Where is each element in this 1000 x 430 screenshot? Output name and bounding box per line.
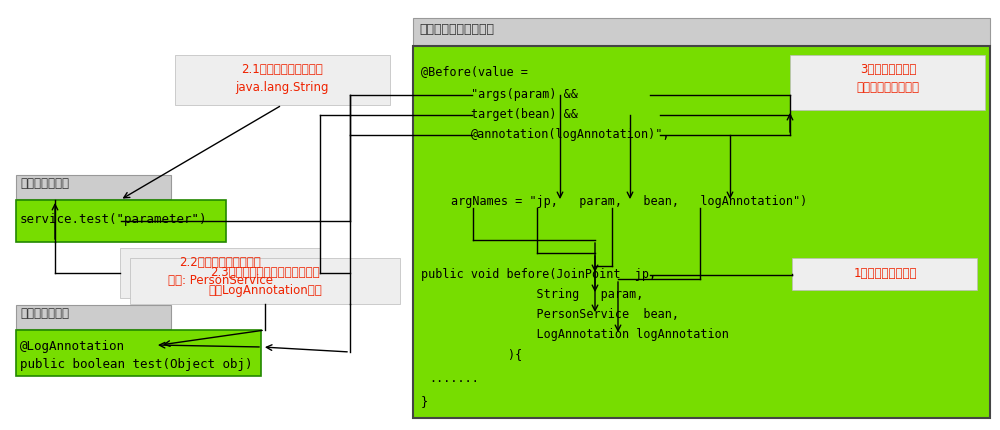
Text: }: } xyxy=(421,395,428,408)
Bar xyxy=(16,330,261,376)
Text: @LogAnnotation: @LogAnnotation xyxy=(20,340,125,353)
Text: 持有LogAnnotation注解: 持有LogAnnotation注解 xyxy=(208,284,322,297)
Text: PersonService  bean,: PersonService bean, xyxy=(451,308,679,321)
Text: @Before(value =: @Before(value = xyxy=(421,65,528,78)
Text: .......: ....... xyxy=(429,372,479,385)
Bar xyxy=(413,18,990,46)
Bar xyxy=(16,305,171,329)
Bar xyxy=(16,200,226,242)
Text: 3、将匹配的参数: 3、将匹配的参数 xyxy=(860,63,916,76)
Text: argNames = "jp,   param,   bean,   logAnnotation"): argNames = "jp, param, bean, logAnnotati… xyxy=(451,195,807,208)
Text: LogAnnotation logAnnotation: LogAnnotation logAnnotation xyxy=(451,328,729,341)
Text: 被通知方法调用: 被通知方法调用 xyxy=(20,177,69,190)
Text: 2.3、运行时匹配目标执行的方法: 2.3、运行时匹配目标执行的方法 xyxy=(210,266,320,279)
Text: public void before(JoinPoint  jp,: public void before(JoinPoint jp, xyxy=(421,268,656,281)
Text: 传递给同名通知方法: 传递给同名通知方法 xyxy=(856,81,920,94)
Text: String   param,: String param, xyxy=(451,288,643,301)
Text: java.lang.String: java.lang.String xyxy=(235,81,329,94)
Text: 1、确定方法参数名: 1、确定方法参数名 xyxy=(853,267,917,280)
Text: 被通知方法声明: 被通知方法声明 xyxy=(20,307,69,320)
Bar xyxy=(792,258,977,290)
Bar xyxy=(175,55,390,105)
Text: public boolean test(Object obj): public boolean test(Object obj) xyxy=(20,358,252,371)
Text: 2.2、运行时匹配目标对: 2.2、运行时匹配目标对 xyxy=(179,256,261,269)
Text: 切点表达式和通知方法: 切点表达式和通知方法 xyxy=(419,23,494,36)
Text: 象为: PersonService: 象为: PersonService xyxy=(168,274,272,287)
Text: 2.1、运行时匹配参数为: 2.1、运行时匹配参数为 xyxy=(241,63,323,76)
Text: target(bean) &&: target(bean) && xyxy=(471,108,578,121)
Text: @annotation(logAnnotation)",: @annotation(logAnnotation)", xyxy=(471,128,670,141)
Bar xyxy=(16,175,171,199)
Bar xyxy=(790,55,985,110)
Bar xyxy=(130,258,400,304)
Text: service.test("parameter"): service.test("parameter") xyxy=(20,213,208,226)
Text: "args(param) &&: "args(param) && xyxy=(471,88,578,101)
Bar xyxy=(413,46,990,418)
Bar xyxy=(120,248,320,298)
Text: ){: ){ xyxy=(451,348,522,361)
